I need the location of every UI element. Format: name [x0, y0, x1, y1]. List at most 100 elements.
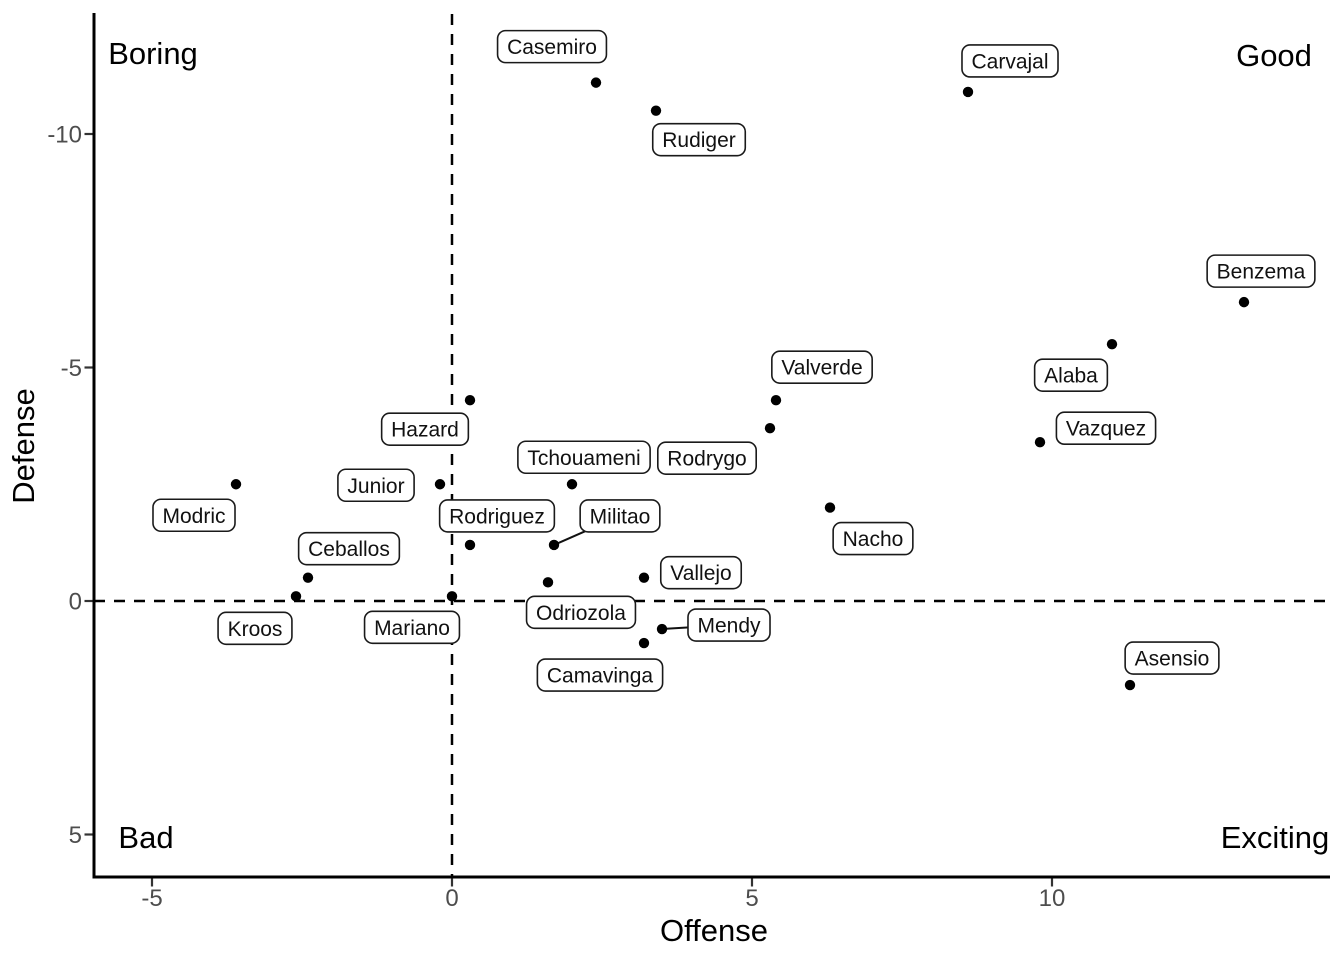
player-label-box: [687, 608, 771, 642]
player-label-box: [659, 555, 743, 590]
data-point-hazard: [464, 394, 476, 406]
player-label-text: Kroos: [228, 618, 283, 641]
data-point-asensio: [1124, 679, 1136, 691]
player-label-box: [536, 658, 664, 692]
player-label-text: Vallejo: [670, 562, 731, 585]
player-label-box: [363, 610, 461, 645]
data-point-mariano: [446, 591, 458, 602]
data-point-vallejo: [638, 572, 650, 583]
player-label-text: Militao: [590, 505, 651, 528]
x-axis-tick-label: 10: [1039, 885, 1066, 912]
player-label-text: Odriozola: [536, 602, 626, 625]
player-label-box: [832, 521, 914, 556]
player-label-text: Mendy: [697, 615, 761, 638]
data-point-vazquez: [1034, 437, 1046, 448]
player-label-text: Ceballos: [308, 538, 390, 561]
player-label-mariano: Mariano: [363, 610, 461, 645]
player-label-text: Benzema: [1217, 261, 1306, 284]
y-axis-tick-label: 0: [69, 589, 82, 616]
player-label-junior: Junior: [337, 468, 415, 503]
x-axis-tick-label: -5: [141, 885, 162, 912]
player-label-asensio: Asensio: [1124, 641, 1220, 675]
player-label-alaba: Alaba: [1033, 358, 1109, 392]
data-point-modric: [230, 479, 242, 490]
player-label-militao: Militao: [579, 499, 661, 533]
player-label-nacho: Nacho: [832, 521, 914, 556]
player-label-box: [961, 44, 1059, 78]
player-label-text: Valverde: [781, 357, 862, 380]
player-label-box: [1055, 411, 1157, 446]
player-label-text: Rudiger: [662, 129, 736, 152]
data-point-odriozola: [542, 577, 554, 588]
data-point-kroos: [290, 591, 302, 602]
data-point-nacho: [824, 502, 836, 513]
player-label-text: Hazard: [391, 419, 459, 442]
y-axis-title: Defense: [6, 388, 41, 503]
player-label-rudiger: Rudiger: [651, 122, 747, 157]
player-label-vallejo: Vallejo: [659, 555, 743, 590]
player-label-box: [152, 498, 236, 533]
data-point-rudiger: [650, 105, 662, 116]
player-label-text: Tchouameni: [527, 447, 640, 470]
player-label-text: Alaba: [1044, 365, 1098, 388]
data-point-mendy: [656, 623, 668, 635]
player-label-box: [525, 595, 637, 630]
player-label-text: Casemiro: [507, 36, 597, 59]
player-label-ceballos: Ceballos: [297, 531, 401, 566]
player-label-kroos: Kroos: [217, 611, 293, 646]
player-label-text: Carvajal: [971, 50, 1048, 73]
data-point-ceballos: [302, 572, 314, 583]
player-label-box: [380, 412, 470, 446]
player-label-box: [496, 29, 608, 64]
player-label-box: [1124, 641, 1220, 675]
data-point-valverde: [770, 394, 782, 406]
data-point-tchouameni: [566, 479, 578, 490]
player-label-box: [651, 122, 747, 157]
player-label-box: [297, 531, 401, 566]
player-label-modric: Modric: [152, 498, 236, 533]
player-label-text: Mariano: [374, 617, 450, 640]
quadrant-label-bottom-right: Exciting: [1221, 820, 1330, 855]
player-label-text: Modric: [162, 505, 225, 528]
player-label-vazquez: Vazquez: [1055, 411, 1157, 446]
data-point-camavinga: [638, 637, 650, 649]
data-point-rodrygo: [764, 423, 776, 434]
quadrant-label-top-left: Boring: [108, 36, 198, 71]
data-point-junior: [434, 479, 446, 490]
player-label-tchouameni: Tchouameni: [517, 440, 651, 475]
data-point-carvajal: [962, 86, 974, 98]
player-label-box: [517, 440, 651, 475]
player-label-text: Asensio: [1135, 648, 1210, 671]
player-label-text: Rodriguez: [449, 505, 545, 528]
x-axis-title: Offense: [660, 913, 768, 948]
data-point-militao: [548, 539, 560, 551]
player-label-text: Junior: [347, 475, 404, 498]
player-label-box: [771, 350, 873, 384]
player-label-rodrygo: Rodrygo: [657, 441, 757, 476]
player-label-box: [217, 611, 293, 646]
player-label-benzema: Benzema: [1206, 254, 1316, 288]
player-label-valverde: Valverde: [771, 350, 873, 384]
player-label-box: [1206, 254, 1316, 288]
player-label-box: [579, 499, 661, 533]
player-label-carvajal: Carvajal: [961, 44, 1059, 78]
quadrant-label-top-right: Good: [1236, 38, 1312, 73]
data-point-casemiro: [590, 77, 602, 88]
y-axis-tick-label: 5: [69, 822, 82, 849]
player-label-text: Camavinga: [547, 665, 654, 688]
data-point-rodriguez: [464, 539, 476, 551]
player-label-text: Rodrygo: [667, 448, 746, 471]
player-label-box: [438, 499, 556, 533]
data-point-benzema: [1238, 296, 1250, 308]
quadrant-label-bottom-left: Bad: [118, 820, 173, 855]
player-label-text: Nacho: [843, 528, 904, 551]
y-axis-tick-label: -5: [61, 355, 82, 382]
player-label-casemiro: Casemiro: [496, 29, 608, 64]
y-axis-tick-label: -10: [47, 122, 82, 149]
player-label-rodriguez: Rodriguez: [438, 499, 556, 533]
player-label-odriozola: Odriozola: [525, 595, 637, 630]
player-label-mendy: Mendy: [687, 608, 771, 642]
